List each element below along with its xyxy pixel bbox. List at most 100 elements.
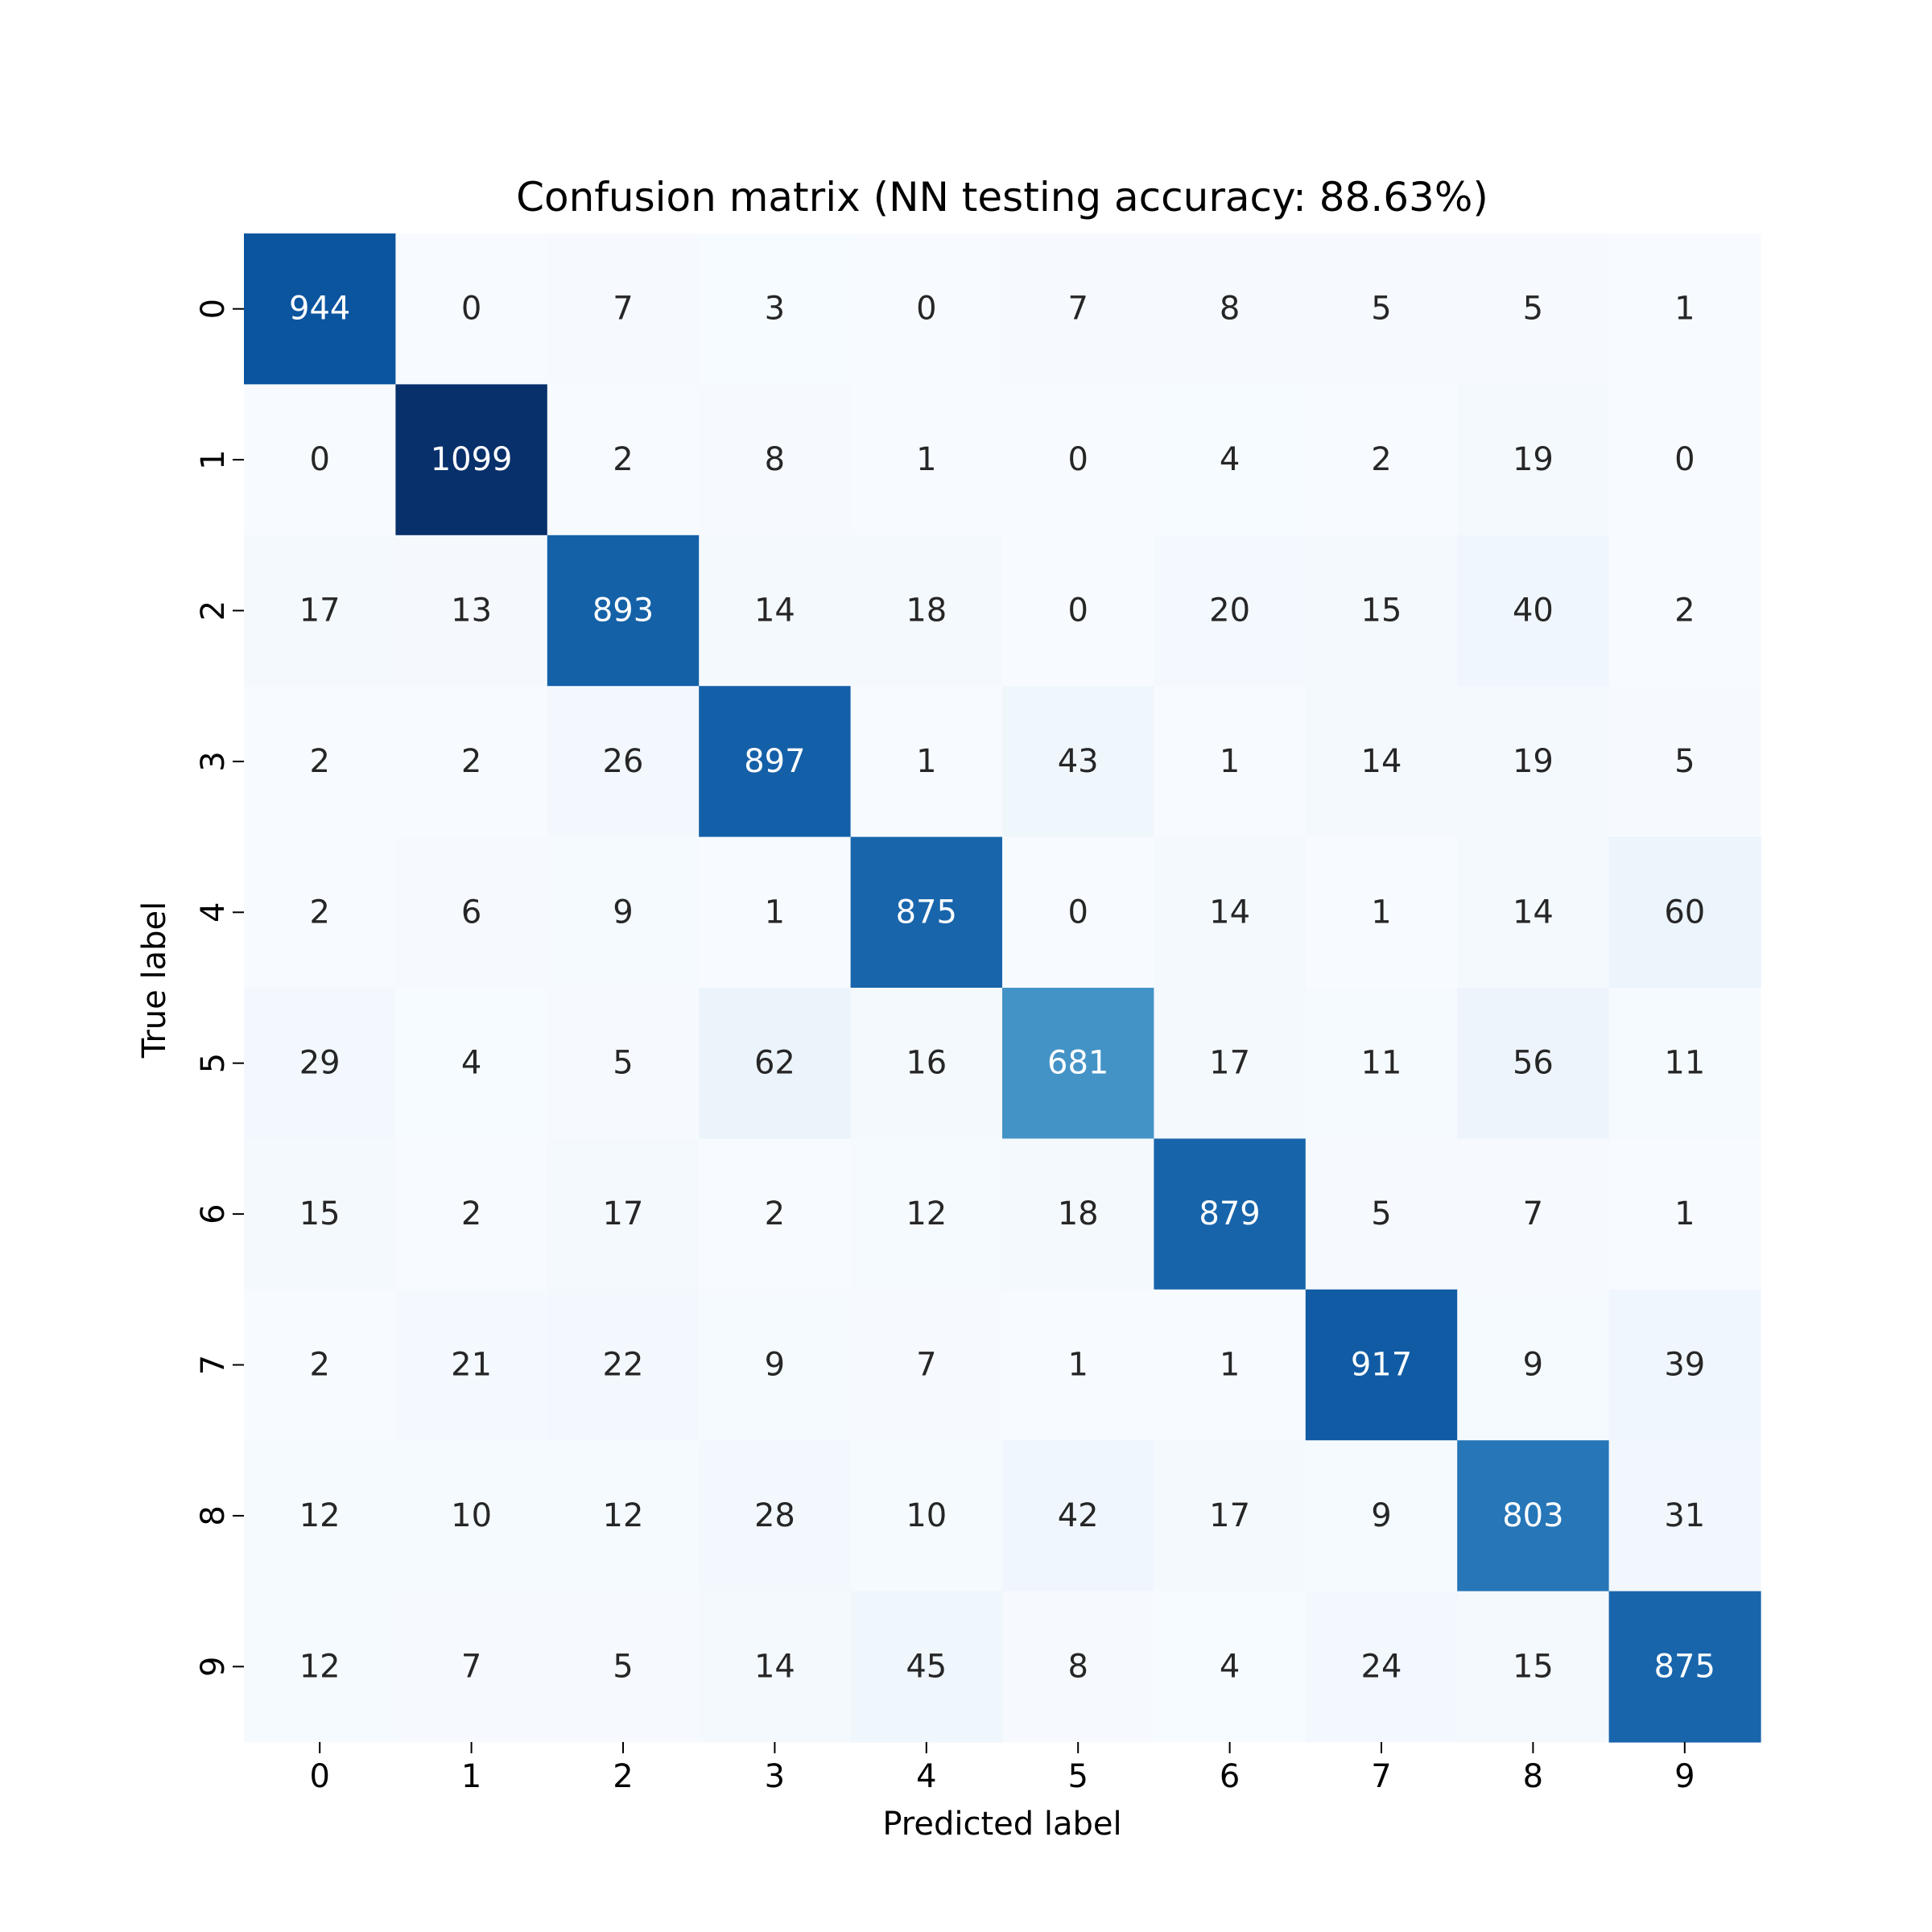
cell-value-label: 0: [916, 291, 936, 328]
x-tick-label: 5: [1067, 1758, 1088, 1795]
heatmap-cell: [547, 988, 700, 1139]
cell-value-label: 0: [1674, 441, 1695, 478]
y-tick-label: 6: [195, 1203, 232, 1224]
heatmap-cell: [244, 233, 396, 385]
y-tick-label: 0: [195, 299, 232, 319]
cell-value-label: 7: [613, 291, 633, 328]
heatmap-cell: [850, 988, 1003, 1139]
cell-value-label: 0: [1067, 592, 1088, 630]
heatmap-cell: [1002, 836, 1154, 989]
cell-value-label: 22: [603, 1347, 644, 1384]
y-axis-ticks: 0 1 2 3 4 5 6 7 8 9: [195, 299, 244, 1677]
heatmap-cell: [1002, 384, 1154, 536]
cell-value-label: 29: [299, 1045, 341, 1082]
cell-value-label: 14: [1361, 743, 1402, 780]
cell-value-label: 8: [765, 441, 785, 478]
heatmap-cell: [1608, 1440, 1761, 1592]
cell-value-label: 0: [1067, 894, 1088, 931]
heatmap-cell: [395, 535, 548, 687]
heatmap-cell: [395, 1289, 548, 1441]
heatmap-cell: [244, 1440, 396, 1592]
heatmap-cell: [1608, 384, 1761, 536]
cell-value-label: 2: [461, 1195, 481, 1232]
cell-value-label: 15: [299, 1195, 341, 1232]
heatmap-cell: [699, 233, 852, 385]
heatmap-cell: [850, 1591, 1003, 1743]
cell-value-label: 14: [1209, 894, 1250, 931]
cell-value-label: 17: [299, 592, 341, 630]
heatmap-cell: [1002, 1138, 1154, 1290]
cell-value-label: 11: [1361, 1045, 1402, 1082]
cell-value-label: 18: [906, 592, 947, 630]
heatmap-cell: [1608, 1591, 1761, 1743]
cell-value-label: 3: [765, 291, 785, 328]
y-tick-label: 5: [195, 1053, 232, 1073]
y-tick-label: 8: [195, 1505, 232, 1525]
cell-value-label: 7: [1523, 1195, 1543, 1232]
heatmap-cell: [850, 535, 1003, 687]
heatmap-cell: [1154, 686, 1307, 838]
cell-value-label: 5: [613, 1045, 633, 1082]
heatmap-cell: [244, 686, 396, 838]
cell-value-label: 5: [1523, 291, 1543, 328]
heatmap-cell: [1002, 988, 1154, 1139]
cell-value-label: 1: [1674, 1195, 1695, 1232]
heatmap-cell: [1154, 1591, 1307, 1743]
heatmap-cell: [1305, 1289, 1458, 1441]
cell-value-label: 875: [896, 894, 957, 931]
cell-value-label: 8: [1220, 291, 1240, 328]
cell-value-label: 2: [613, 441, 633, 478]
cell-value-label: 0: [309, 441, 329, 478]
heatmap-cell: [1457, 535, 1610, 687]
cell-value-label: 43: [1058, 743, 1099, 780]
heatmap-cell: [699, 1591, 852, 1743]
cell-value-label: 12: [906, 1195, 947, 1232]
cell-value-label: 803: [1502, 1497, 1563, 1534]
heatmap-cell: [1457, 233, 1610, 385]
cell-value-label: 7: [916, 1347, 936, 1384]
cell-value-label: 1: [916, 441, 936, 478]
cell-value-label: 11: [1664, 1045, 1705, 1082]
heatmap-cell: [244, 836, 396, 989]
cell-value-label: 17: [1209, 1497, 1250, 1534]
cell-value-label: 28: [754, 1497, 795, 1534]
x-tick-label: 2: [613, 1758, 633, 1795]
cell-value-label: 18: [1058, 1195, 1099, 1232]
heatmap-cell: [850, 1440, 1003, 1592]
heatmap-cell: [1608, 1289, 1761, 1441]
cell-value-label: 1: [1371, 894, 1391, 931]
cell-value-label: 9: [1523, 1347, 1543, 1384]
cell-value-label: 39: [1664, 1347, 1705, 1384]
cell-value-label: 56: [1513, 1045, 1554, 1082]
heatmap-cell: [699, 1440, 852, 1592]
heatmap-cell: [547, 836, 700, 989]
cell-value-label: 0: [461, 291, 481, 328]
heatmap-cell: [699, 384, 852, 536]
y-tick-label: 1: [195, 449, 232, 469]
cell-value-label: 1: [916, 743, 936, 780]
heatmap-cell: [1457, 836, 1610, 989]
x-tick-label: 9: [1674, 1758, 1695, 1795]
cell-value-label: 893: [592, 592, 654, 630]
cell-value-label: 12: [603, 1497, 644, 1534]
cell-value-label: 2: [309, 894, 329, 931]
heatmap-cells: [244, 233, 1761, 1743]
heatmap-cell: [1608, 836, 1761, 989]
heatmap-cell: [395, 1591, 548, 1743]
heatmap-cell: [1457, 1138, 1610, 1290]
cell-value-label: 917: [1351, 1347, 1412, 1384]
heatmap-cell: [244, 535, 396, 687]
x-tick-label: 0: [309, 1758, 329, 1795]
x-axis-ticks: 0 1 2 3 4 5 6 7 8 9: [309, 1742, 1695, 1795]
cell-value-label: 897: [744, 743, 805, 780]
cell-value-label: 14: [754, 592, 795, 630]
y-axis-label: True label: [136, 902, 173, 1059]
cell-value-label: 12: [299, 1497, 341, 1534]
heatmap-cell: [1305, 384, 1458, 536]
heatmap-cell: [1608, 535, 1761, 687]
heatmap-cell: [1608, 1138, 1761, 1290]
heatmap-cell: [699, 1138, 852, 1290]
cell-value-label: 879: [1199, 1195, 1260, 1232]
heatmap-cell: [395, 1138, 548, 1290]
